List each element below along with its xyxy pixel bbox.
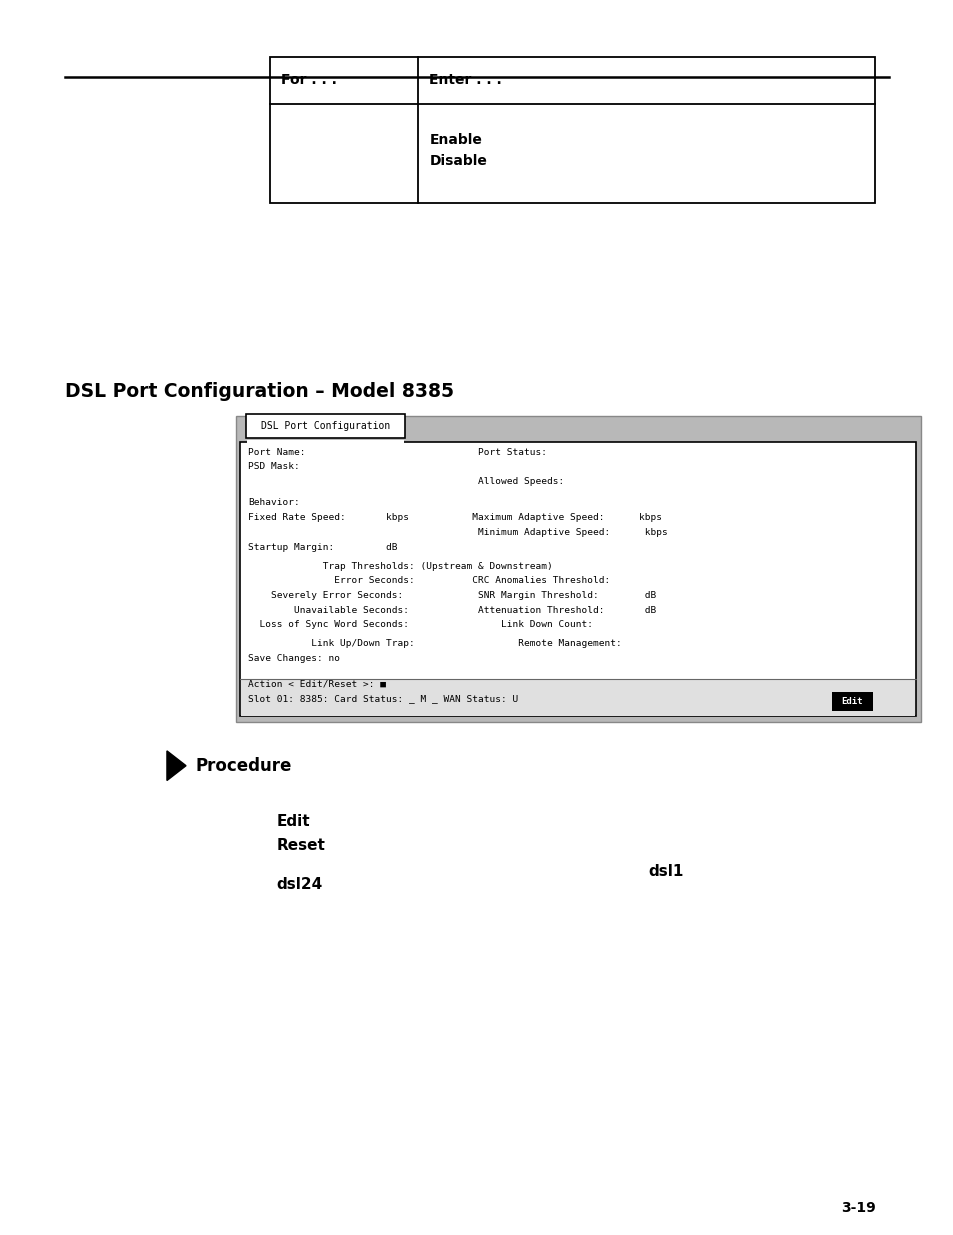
Text: 3-19: 3-19 (841, 1200, 875, 1215)
Text: DSL Port Configuration: DSL Port Configuration (261, 421, 390, 431)
Text: Enter . . .: Enter . . . (429, 73, 501, 88)
Text: Save Changes: no: Save Changes: no (248, 653, 339, 663)
Text: Disable: Disable (429, 154, 487, 168)
Text: Reset: Reset (276, 839, 325, 853)
Text: For . . .: For . . . (281, 73, 337, 88)
Bar (247, 440, 404, 445)
Text: Fixed Rate Speed:       kbps           Maximum Adaptive Speed:      kbps: Fixed Rate Speed: kbps Maximum Adaptive … (248, 513, 661, 522)
Text: Unavailable Seconds:            Attenuation Threshold:       dB: Unavailable Seconds: Attenuation Thresho… (248, 605, 656, 615)
Text: dsl24: dsl24 (276, 877, 322, 892)
Bar (831, 692, 872, 711)
Text: Port Name:                              Port Status:: Port Name: Port Status: (248, 447, 546, 457)
Text: Behavior:: Behavior: (248, 498, 299, 508)
Bar (235, 416, 920, 722)
Text: Allowed Speeds:: Allowed Speeds: (248, 477, 563, 487)
Text: dsl1: dsl1 (648, 864, 683, 879)
Text: PSD Mask:: PSD Mask: (248, 462, 299, 472)
Text: DSL Port Configuration – Model 8385: DSL Port Configuration – Model 8385 (65, 382, 454, 401)
Text: Slot 01: 8385: Card Status: _ M _ WAN Status: U: Slot 01: 8385: Card Status: _ M _ WAN St… (248, 694, 517, 704)
Text: Action < Edit/Reset >: ■: Action < Edit/Reset >: ■ (248, 679, 386, 689)
Text: Minimum Adaptive Speed:      kbps: Minimum Adaptive Speed: kbps (248, 527, 667, 537)
Text: Loss of Sync Word Seconds:                Link Down Count:: Loss of Sync Word Seconds: Link Down Cou… (248, 620, 593, 630)
Bar (240, 442, 915, 716)
Text: Severely Error Seconds:             SNR Margin Threshold:        dB: Severely Error Seconds: SNR Margin Thres… (248, 590, 656, 600)
Text: Edit: Edit (276, 814, 310, 829)
Bar (270, 57, 874, 203)
Polygon shape (167, 751, 186, 781)
Text: Error Seconds:          CRC Anomalies Threshold:: Error Seconds: CRC Anomalies Threshold: (248, 576, 610, 585)
Bar (241, 679, 914, 716)
Text: Startup Margin:         dB: Startup Margin: dB (248, 542, 397, 552)
Text: Enable: Enable (429, 133, 481, 147)
Bar (246, 414, 405, 438)
Text: Trap Thresholds: (Upstream & Downstream): Trap Thresholds: (Upstream & Downstream) (248, 562, 552, 572)
Text: Procedure: Procedure (195, 757, 292, 774)
Text: Link Up/Down Trap:                  Remote Management:: Link Up/Down Trap: Remote Management: (248, 638, 621, 648)
Text: Edit: Edit (841, 697, 862, 706)
